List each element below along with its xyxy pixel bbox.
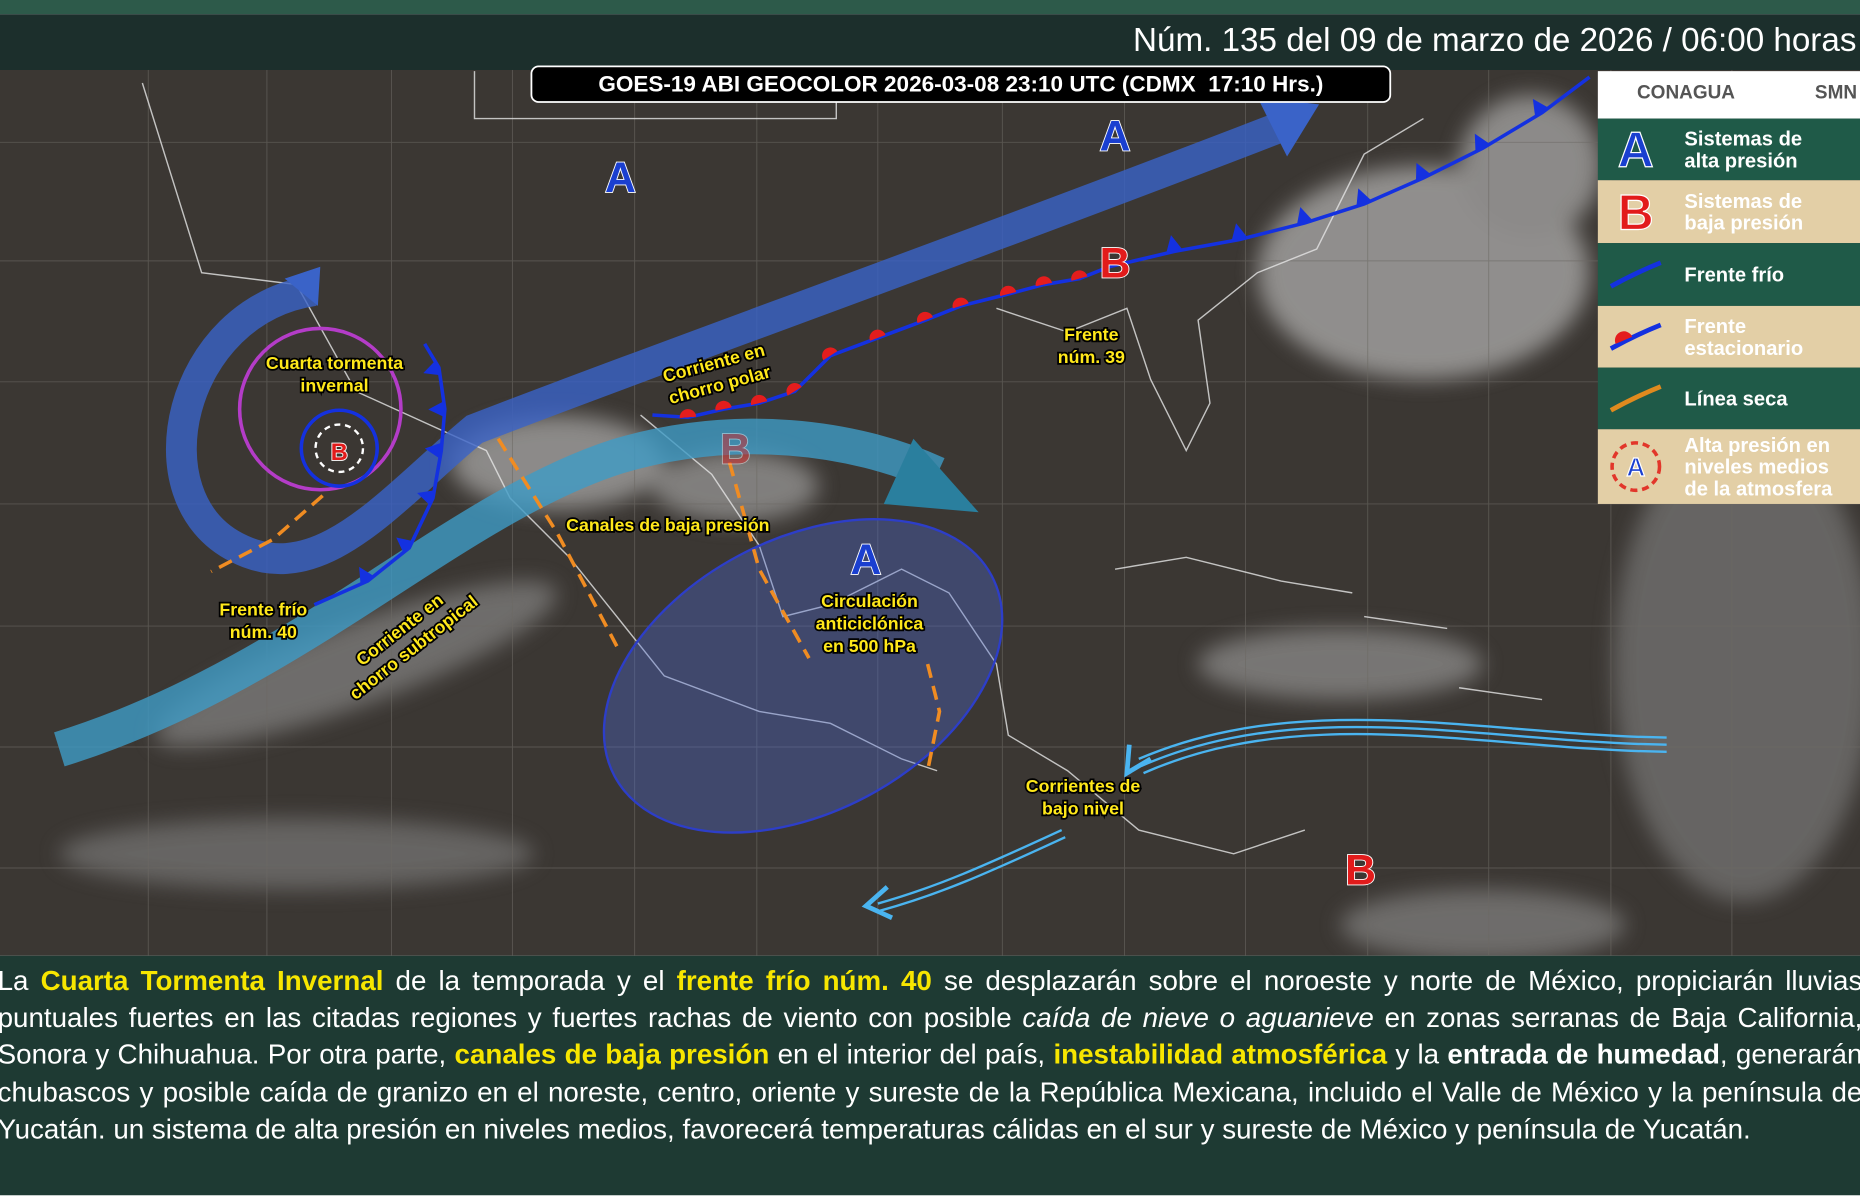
legend-row bbox=[1597, 367, 1860, 430]
legend-label-line: baja presión bbox=[1684, 213, 1803, 235]
legend-line bbox=[1609, 260, 1662, 289]
polar-jet-tail bbox=[284, 266, 321, 306]
legend-label: Sistemas de alta presión bbox=[1684, 129, 1802, 173]
troughs bbox=[210, 437, 942, 772]
map-label: Corriente enchorro polar bbox=[661, 340, 773, 408]
summary-run: La bbox=[0, 965, 41, 997]
legend-semi bbox=[1614, 331, 1633, 344]
map-label: Cuarta tormenta invernal bbox=[266, 353, 403, 396]
summary-highlight: inestabilidad atmosférica bbox=[1053, 1039, 1388, 1071]
caption-box bbox=[530, 65, 1392, 103]
pressure-center: B bbox=[331, 440, 348, 466]
legend-row bbox=[1597, 180, 1860, 244]
summary-run: de la temporada y el bbox=[383, 965, 677, 997]
low-level-currents bbox=[861, 718, 1667, 920]
summary-box: La Cuarta Tormenta Invernal de la tempor… bbox=[0, 963, 1860, 1148]
legend-label-line: alta presión bbox=[1684, 150, 1797, 172]
legend-row bbox=[1597, 243, 1860, 306]
summary-highlight: canales de baja presión bbox=[454, 1039, 770, 1071]
logo-conagua: CONAGUA bbox=[1637, 82, 1735, 103]
summary-run: en el interior del país, bbox=[769, 1039, 1054, 1071]
legend-row bbox=[1597, 305, 1860, 368]
pressure-center: A bbox=[605, 154, 636, 202]
subtropical-jet-head bbox=[883, 438, 979, 513]
summary-run: , generarán chubascos y posible caída de… bbox=[0, 1039, 1860, 1145]
cold-front-39 bbox=[1108, 75, 1591, 269]
legend-row bbox=[1597, 429, 1860, 504]
legend-label-line: Alta presión en bbox=[1684, 435, 1830, 457]
subtropical-jet bbox=[54, 418, 945, 767]
summary-bold: entrada de humedad bbox=[1447, 1039, 1720, 1071]
legend-row bbox=[1597, 118, 1860, 181]
legend-line bbox=[1609, 384, 1662, 413]
header-bar bbox=[0, 14, 1860, 70]
map-label-line: Frente frío bbox=[219, 599, 307, 619]
map-label-line: en 500 hPa bbox=[823, 636, 916, 656]
map-label-line: núm. 40 bbox=[230, 622, 297, 642]
map-label-line: Cuarta tormenta bbox=[266, 353, 403, 373]
logo-strip bbox=[1597, 71, 1860, 119]
logo-smn: SMN bbox=[1815, 82, 1857, 103]
pressure-center: B bbox=[720, 426, 751, 474]
summary-text: La Cuarta Tormenta Invernal de la tempor… bbox=[0, 963, 1860, 1148]
map-label-line: Circulación bbox=[821, 591, 918, 611]
legend-label-line: estacionario bbox=[1684, 338, 1803, 360]
map-label-line: invernal bbox=[300, 375, 368, 395]
legend-label: Alta presión en niveles medios de la atmos… bbox=[1684, 435, 1833, 501]
summary-run: en zonas serranas de Baja California, So… bbox=[0, 1002, 1860, 1071]
map-label: Circulación anticiclónica en 500 hPa bbox=[816, 591, 924, 656]
header-stripe bbox=[0, 0, 1860, 15]
pressure-center: B bbox=[1345, 847, 1376, 895]
anticyclone-area bbox=[602, 518, 1004, 834]
legend-label: Sistemas de baja presión bbox=[1684, 191, 1803, 235]
stationary-front bbox=[652, 265, 1110, 420]
summary-italic: caída de nieve o aguanieve bbox=[1022, 1002, 1374, 1034]
summary-run: y la bbox=[1387, 1039, 1448, 1071]
legend-label-line: Sistemas de bbox=[1684, 129, 1802, 151]
pressure-center: B bbox=[1100, 239, 1131, 287]
legend-label-line: Frente frío bbox=[1684, 265, 1784, 287]
map-label: Canales de baja presión bbox=[566, 515, 769, 535]
legend-ring bbox=[1610, 441, 1662, 493]
legend-line bbox=[1609, 322, 1662, 351]
issue-title: Núm. 135 del 09 de marzo de 2026 / 06:00… bbox=[1133, 22, 1856, 59]
cold-front-40 bbox=[313, 342, 447, 607]
legend-label-line: de la atmosfera bbox=[1684, 479, 1833, 501]
summary-highlight: Cuarta Tormenta Invernal bbox=[40, 965, 384, 997]
map-label-line: anticiclónica bbox=[816, 614, 924, 634]
legend-label: Línea seca bbox=[1684, 389, 1788, 411]
legend-label: Frente estacionario bbox=[1684, 316, 1803, 360]
pressure-center: A bbox=[1100, 113, 1131, 161]
map-label-line: Canales de baja presión bbox=[566, 515, 769, 535]
pressure-center: A bbox=[851, 536, 882, 584]
legend-symbol: A bbox=[1618, 122, 1654, 178]
legend-label-line: Frente bbox=[1684, 316, 1746, 338]
map-label-line: Corrientes de bbox=[1026, 776, 1141, 796]
legend-label-line: niveles medios bbox=[1684, 457, 1829, 479]
map-label: Frente frío núm. 40 bbox=[219, 599, 307, 642]
map-label: Frente núm. 39 bbox=[1058, 324, 1125, 367]
legend-label: Frente frío bbox=[1684, 265, 1784, 287]
map-label-line: Frente bbox=[1064, 324, 1118, 344]
summary-bg bbox=[0, 955, 1860, 1196]
legend-label-line: Línea seca bbox=[1684, 389, 1788, 411]
summary-highlight: frente frío núm. 40 bbox=[676, 965, 932, 997]
satellite-caption: GOES-19 ABI GEOCOLOR 2026-03-08 23:10 UT… bbox=[598, 71, 1323, 96]
legend-symbol: A bbox=[1626, 452, 1645, 482]
summary-run: se desplazarán sobre el noroeste y norte… bbox=[0, 965, 1860, 1034]
legend-label-line: Sistemas de bbox=[1684, 191, 1802, 213]
map-label-line: núm. 39 bbox=[1058, 347, 1125, 367]
map-label-line: bajo nivel bbox=[1042, 799, 1124, 819]
map-label: Corrientes de bajo nivel bbox=[1026, 776, 1141, 819]
legend-symbol: B bbox=[1618, 184, 1654, 240]
